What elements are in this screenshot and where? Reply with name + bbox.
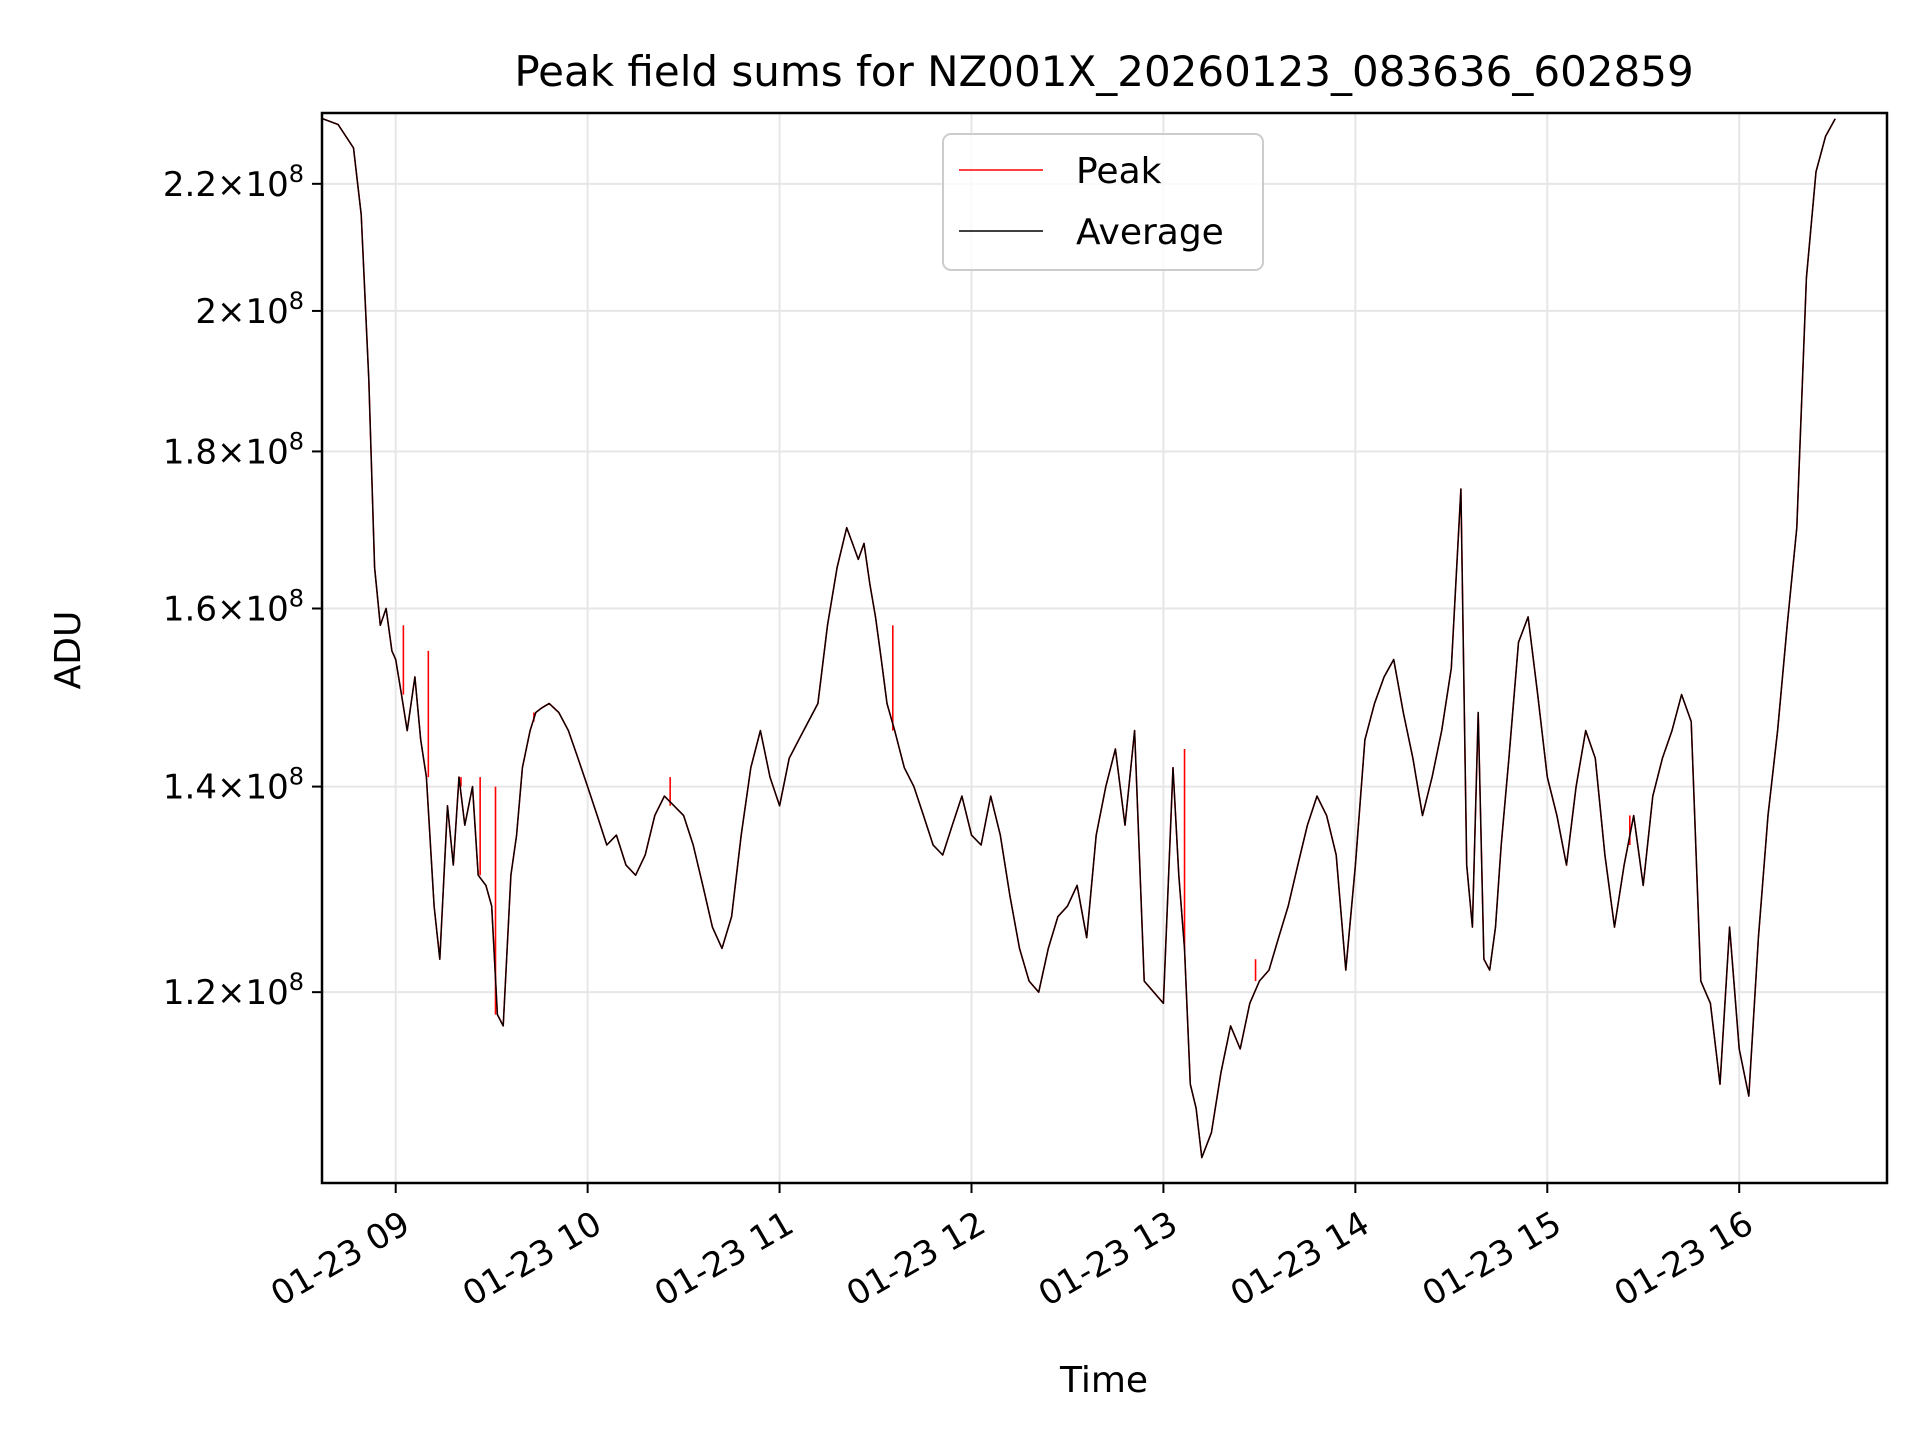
y-tick-mantissa: 2 bbox=[195, 292, 217, 332]
plot-frame bbox=[320, 111, 1889, 1185]
y-tick-base: 10 bbox=[245, 768, 288, 808]
legend-box bbox=[942, 133, 1264, 271]
y-tick-exponent: 8 bbox=[289, 427, 304, 455]
legend-label-peak: Peak bbox=[1076, 151, 1162, 192]
y-tick-times: × bbox=[217, 165, 246, 205]
y-tick-exponent: 8 bbox=[289, 160, 304, 188]
series-layer bbox=[322, 118, 1836, 1159]
y-axis-label: ADU bbox=[48, 611, 89, 690]
y-tick-times: × bbox=[217, 292, 246, 332]
legend: Peak Average bbox=[942, 133, 1264, 271]
y-tick-base: 10 bbox=[245, 432, 288, 472]
y-tick-base: 10 bbox=[245, 165, 288, 205]
y-tick-exponent: 8 bbox=[289, 585, 304, 613]
legend-label-average: Average bbox=[1076, 212, 1224, 253]
y-tick-label: 1.2×108 bbox=[163, 968, 304, 1013]
y-tick-times: × bbox=[217, 768, 246, 808]
y-tick-label: 2×108 bbox=[195, 287, 304, 332]
y-tick-mantissa: 1.6 bbox=[163, 590, 217, 630]
y-tick-base: 10 bbox=[245, 292, 288, 332]
y-tick-times: × bbox=[217, 432, 246, 472]
x-axis-label: Time bbox=[1059, 1360, 1148, 1401]
y-tick-base: 10 bbox=[245, 590, 288, 630]
y-tick-mantissa: 2.2 bbox=[163, 165, 217, 205]
y-tick-times: × bbox=[217, 973, 246, 1013]
y-tick-label: 1.4×108 bbox=[163, 763, 304, 808]
y-tick-mantissa: 1.4 bbox=[163, 768, 217, 808]
y-tick-mantissa: 1.8 bbox=[163, 432, 217, 472]
y-tick-label: 1.8×108 bbox=[163, 427, 304, 472]
y-tick-exponent: 8 bbox=[289, 763, 304, 791]
chart-title: Peak field sums for NZ001X_20260123_0836… bbox=[514, 47, 1693, 96]
y-tick-exponent: 8 bbox=[289, 968, 304, 996]
series-line-average bbox=[322, 118, 1836, 1159]
y-tick-base: 10 bbox=[245, 973, 288, 1013]
y-tick-label: 2.2×108 bbox=[163, 160, 304, 205]
y-tick-mantissa: 1.2 bbox=[163, 973, 217, 1013]
y-tick-label: 1.6×108 bbox=[163, 585, 304, 630]
y-tick-exponent: 8 bbox=[289, 287, 304, 315]
y-tick-times: × bbox=[217, 590, 246, 630]
